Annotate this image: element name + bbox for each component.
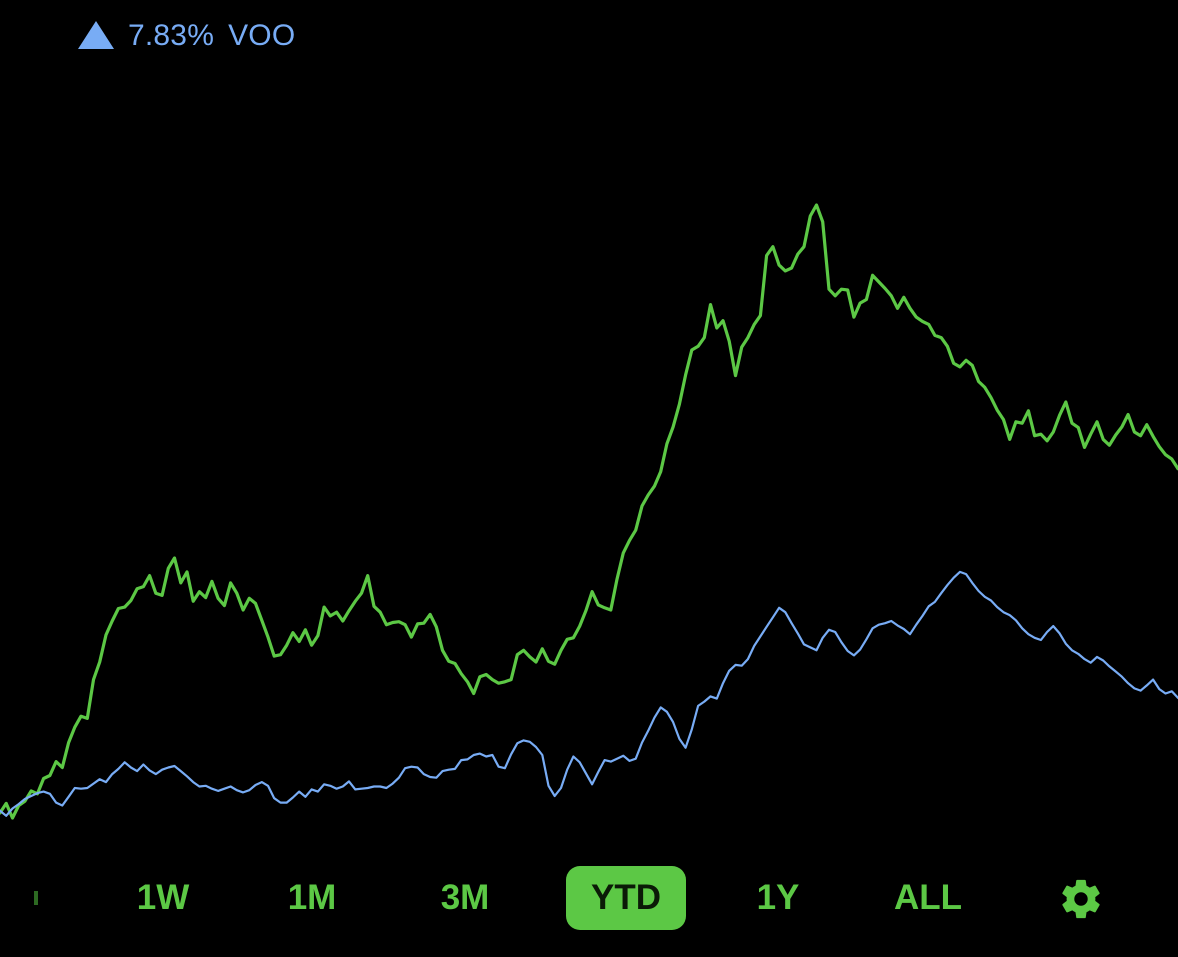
range-option-ytd[interactable]: YTD [566, 866, 686, 930]
series-line-voo [0, 570, 1178, 817]
gear-icon[interactable] [1058, 876, 1104, 922]
time-range-selector: 1W 1M 3M YTD 1Y ALL [0, 866, 1178, 934]
range-option-1w[interactable]: 1W [136, 878, 190, 917]
range-option-partial[interactable] [0, 866, 40, 930]
line-chart [0, 203, 1178, 820]
range-option-3m[interactable]: 3M [440, 878, 490, 917]
legend-symbol: VOO [228, 19, 296, 52]
chart-legend: 7.83% VOO [78, 14, 295, 58]
legend-percent: 7.83% [128, 19, 215, 52]
range-option-1m[interactable]: 1M [287, 878, 337, 917]
range-option-all[interactable]: ALL [893, 878, 963, 917]
range-option-1y[interactable]: 1Y [756, 878, 800, 917]
series-line-portfolio [0, 203, 1178, 820]
triangle-up-icon [78, 21, 114, 49]
